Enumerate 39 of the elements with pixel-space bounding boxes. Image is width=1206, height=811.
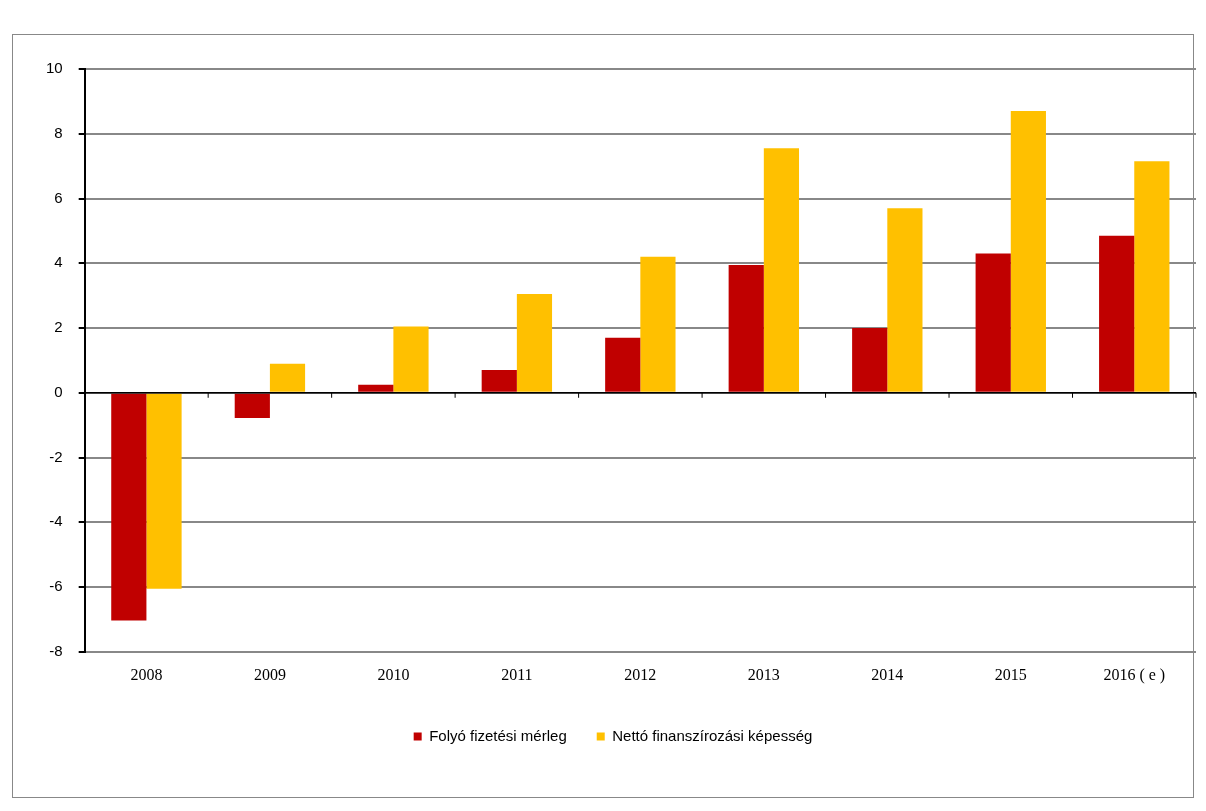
bar: [481, 370, 517, 392]
y-tick-label: -6: [49, 577, 63, 595]
y-tick-label: 4: [54, 253, 63, 271]
bar: [728, 264, 764, 392]
bar: [146, 393, 182, 589]
x-tick-label: 2015: [994, 665, 1027, 683]
bar: [1099, 235, 1135, 392]
bar: [852, 328, 888, 392]
x-tick-label: 2016 ( e ): [1103, 665, 1166, 684]
y-tick-label: 2: [54, 318, 63, 336]
bar: [111, 393, 147, 621]
bar: [887, 208, 923, 392]
bar: [763, 148, 800, 392]
legend-label: Folyó fizetési mérleg: [429, 726, 567, 744]
bar: [605, 337, 641, 392]
y-tick-label: -4: [49, 512, 63, 530]
x-tick-label: 2009: [253, 665, 286, 683]
bar: [234, 393, 270, 419]
y-tick-label: 0: [54, 382, 63, 400]
bar: [358, 384, 394, 392]
bar: [975, 253, 1011, 392]
x-tick-label: 2008: [130, 665, 163, 683]
legend-label: Nettó finanszírozási képesség: [612, 726, 813, 744]
bar: [1010, 111, 1046, 392]
bar: [516, 294, 553, 392]
x-tick-label: 2011: [501, 665, 533, 683]
bar: [640, 256, 676, 392]
y-tick-label: 6: [54, 188, 63, 206]
bar: [269, 363, 306, 392]
y-tick-label: -8: [49, 641, 63, 659]
x-tick-label: 2012: [624, 665, 657, 683]
bar: [393, 326, 429, 392]
x-tick-label: 2010: [377, 665, 410, 683]
x-tick-label: 2014: [871, 665, 904, 683]
y-tick-label: -2: [49, 447, 63, 465]
y-tick-label: 10: [46, 59, 63, 77]
bar: [1134, 161, 1170, 392]
x-tick-label: 2013: [747, 665, 780, 683]
y-tick-label: 8: [54, 123, 63, 141]
